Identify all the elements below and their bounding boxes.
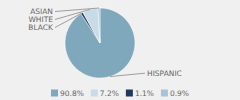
- legend-label: 90.8%: [60, 89, 84, 98]
- legend-label: 7.2%: [100, 89, 119, 98]
- legend: 90.8% 7.2% 1.1% 0.9%: [51, 89, 189, 98]
- slice-label: BLACK: [28, 23, 54, 32]
- legend-label: 0.9%: [170, 89, 189, 98]
- pie-slice: [65, 8, 135, 78]
- legend-swatch: [91, 90, 98, 97]
- legend-swatch: [126, 90, 133, 97]
- slice-label: ASIAN: [30, 7, 53, 16]
- leader-line: [55, 13, 82, 27]
- legend-swatch: [51, 90, 58, 97]
- legend-label: 1.1%: [135, 89, 154, 98]
- legend-item: 7.2%: [91, 89, 119, 98]
- leader-line: [55, 8, 99, 11]
- legend-swatch: [161, 90, 168, 97]
- slice-label: HISPANIC: [147, 69, 182, 78]
- pie-slice: [83, 8, 100, 43]
- legend-item: 0.9%: [161, 89, 189, 98]
- slice-label: WHITE: [28, 15, 53, 24]
- legend-item: 1.1%: [126, 89, 154, 98]
- pie: HISPANIC BLACKWHITEASIAN: [28, 7, 182, 78]
- chart: HISPANIC BLACKWHITEASIAN 90.8% 7.2% 1.1% 0.9%: [0, 0, 240, 100]
- pie-slice: [98, 8, 100, 43]
- legend-item: 90.8%: [51, 89, 84, 98]
- leader-line: [110, 73, 145, 76]
